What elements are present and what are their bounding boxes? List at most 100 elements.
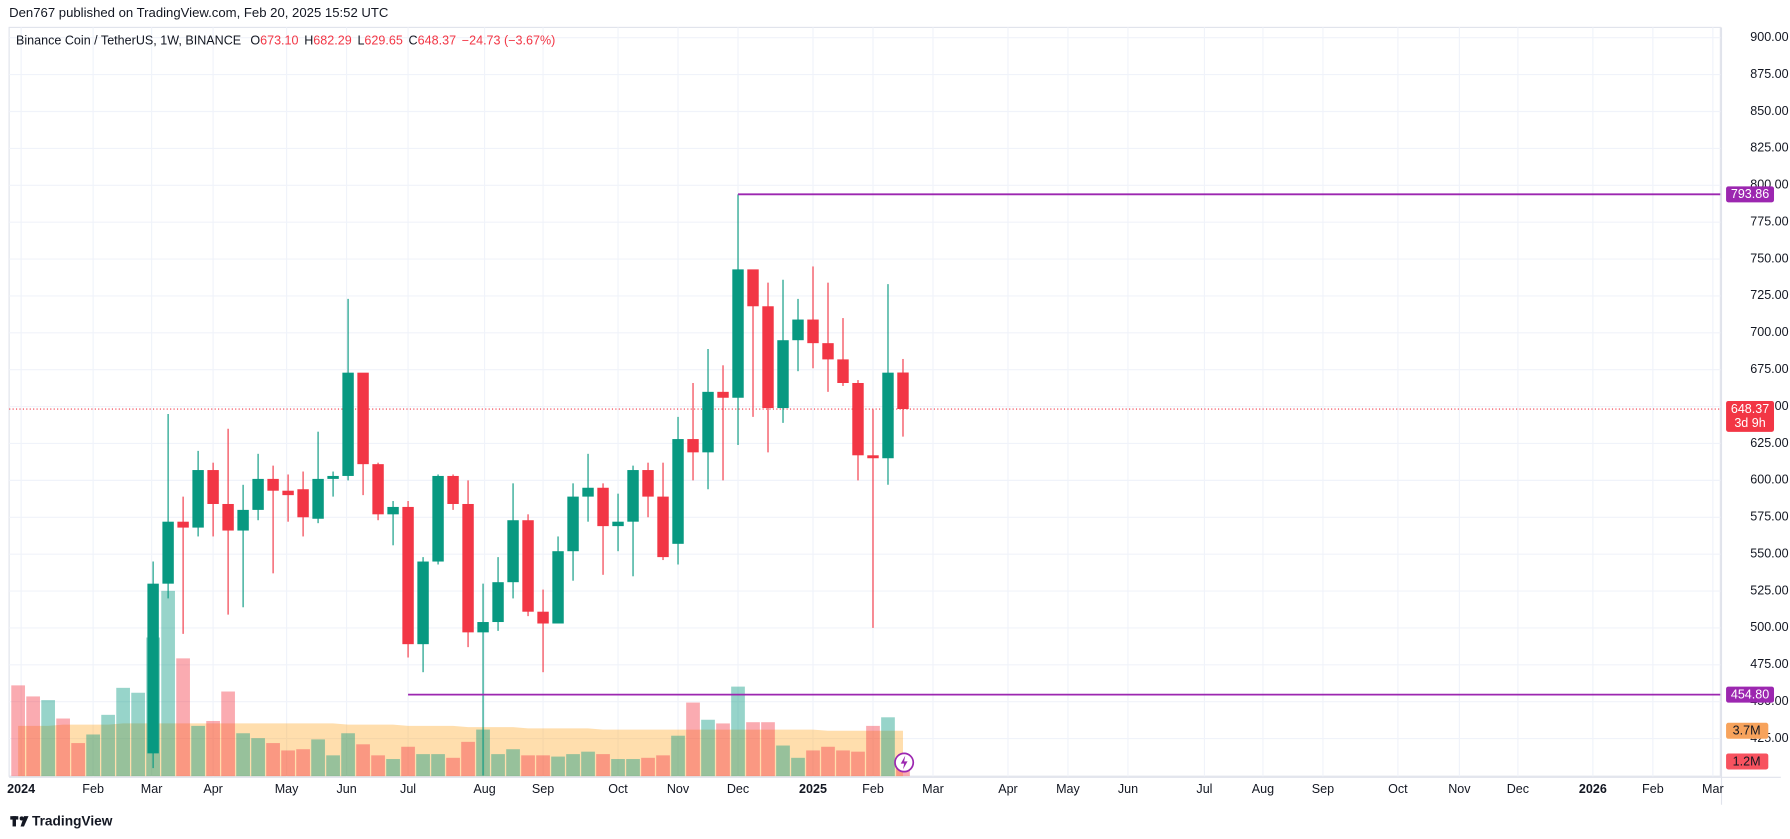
volume-bar bbox=[761, 722, 775, 777]
volume-bar bbox=[386, 759, 400, 777]
volume-bar bbox=[836, 750, 850, 777]
legend-label: H bbox=[304, 34, 314, 48]
volume-bar bbox=[11, 685, 25, 777]
candle-body bbox=[507, 520, 519, 583]
volume-pane bbox=[11, 590, 910, 777]
y-tick-label: 525.00 bbox=[1750, 583, 1788, 597]
volume-bar bbox=[581, 751, 595, 777]
volume-bar bbox=[791, 757, 805, 777]
candle-body bbox=[357, 372, 369, 465]
y-tick-label: 500.00 bbox=[1750, 620, 1788, 634]
volume-bar bbox=[551, 756, 565, 777]
candle-body bbox=[432, 475, 444, 562]
y-tick-label: 550.00 bbox=[1750, 546, 1788, 560]
candle-body bbox=[447, 475, 459, 504]
volume-bar bbox=[176, 658, 190, 777]
volume-bar bbox=[446, 757, 460, 777]
candle-body bbox=[327, 475, 339, 479]
y-tick-label: 625.00 bbox=[1750, 436, 1788, 450]
candle-body bbox=[477, 622, 489, 633]
y-tick-label: 725.00 bbox=[1750, 288, 1788, 302]
price-label-box bbox=[1726, 401, 1775, 432]
candle-body bbox=[387, 506, 399, 515]
volume-label-box bbox=[1726, 722, 1769, 739]
x-tick-label: May bbox=[1056, 782, 1080, 796]
y-tick-label: 850.00 bbox=[1750, 104, 1788, 118]
candle-body bbox=[762, 306, 774, 409]
candle-body bbox=[267, 478, 279, 491]
candle-body bbox=[552, 551, 564, 624]
volume-bar bbox=[626, 759, 640, 777]
volume-bar bbox=[731, 686, 745, 777]
volume-bar bbox=[851, 751, 865, 777]
x-tick-label: Jun bbox=[1118, 782, 1138, 796]
legend-label: L bbox=[357, 34, 365, 48]
volume-bar bbox=[371, 755, 385, 777]
price-countdown: 3d 9h bbox=[1734, 416, 1765, 430]
candle-body bbox=[897, 372, 909, 410]
volume-label-box bbox=[1726, 753, 1769, 770]
candle-body bbox=[882, 372, 894, 459]
candle-body bbox=[462, 503, 474, 633]
volume-bar bbox=[131, 692, 145, 777]
x-tick-label: Feb bbox=[862, 782, 884, 796]
candle-body bbox=[312, 478, 324, 519]
volume-bar bbox=[221, 691, 235, 777]
volume-bar bbox=[701, 719, 715, 777]
candle-body bbox=[777, 340, 789, 409]
candle-body bbox=[717, 391, 729, 398]
volume-bar bbox=[596, 754, 610, 777]
x-tick-label: Oct bbox=[608, 782, 628, 796]
x-tick-label: Feb bbox=[82, 782, 104, 796]
volume-bar bbox=[56, 718, 70, 777]
y-tick-label: 700.00 bbox=[1750, 325, 1788, 339]
footer: TradingView bbox=[31, 812, 113, 829]
candle-body bbox=[492, 582, 504, 623]
x-tick-label: Mar bbox=[922, 782, 944, 796]
volume-bar bbox=[101, 714, 115, 777]
legend-value: 673.10 bbox=[260, 34, 299, 48]
x-tick-label: Aug bbox=[473, 782, 495, 796]
candle-body bbox=[162, 521, 174, 584]
volume-bar bbox=[521, 755, 535, 777]
axes: 425.00450.00475.00500.00525.00550.00575.… bbox=[7, 30, 1788, 796]
y-tick-label: 825.00 bbox=[1750, 141, 1788, 155]
level-label: 793.86 bbox=[1731, 187, 1769, 201]
candle-body bbox=[867, 455, 879, 459]
x-tick-label: 2026 bbox=[1579, 782, 1607, 796]
volume-bar bbox=[266, 743, 280, 777]
volume-bar bbox=[881, 717, 895, 777]
x-tick-label: Apr bbox=[203, 782, 223, 796]
candle-body bbox=[822, 343, 834, 360]
volume-bar bbox=[71, 743, 85, 777]
volume-bar bbox=[356, 744, 370, 777]
legend-change: −24.73 (−3.67%) bbox=[461, 34, 556, 48]
x-tick-label: Jun bbox=[336, 782, 356, 796]
volume-bar bbox=[326, 755, 340, 777]
candle-body bbox=[252, 478, 264, 510]
candle-body bbox=[702, 391, 714, 453]
level-label-box bbox=[1726, 186, 1775, 203]
candle-body bbox=[222, 503, 234, 531]
volume-bar bbox=[716, 723, 730, 777]
candle-body bbox=[522, 520, 534, 612]
price-label: 648.37 bbox=[1731, 402, 1769, 416]
volume-bar bbox=[26, 696, 40, 777]
volume-bar bbox=[656, 755, 670, 777]
volume-bar bbox=[536, 755, 550, 777]
candle-body bbox=[687, 439, 699, 453]
y-tick-label: 600.00 bbox=[1750, 473, 1788, 487]
candle-body bbox=[237, 509, 249, 531]
candle-body bbox=[282, 490, 294, 496]
x-tick-label: Oct bbox=[1388, 782, 1408, 796]
candle-body bbox=[807, 319, 819, 344]
candle-body bbox=[657, 496, 669, 558]
candle-body bbox=[192, 470, 204, 528]
volume-bar bbox=[116, 687, 130, 777]
y-tick-label: 750.00 bbox=[1750, 251, 1788, 265]
candle-body bbox=[732, 269, 744, 398]
volume-bar bbox=[746, 722, 760, 777]
candle-body bbox=[642, 470, 654, 497]
